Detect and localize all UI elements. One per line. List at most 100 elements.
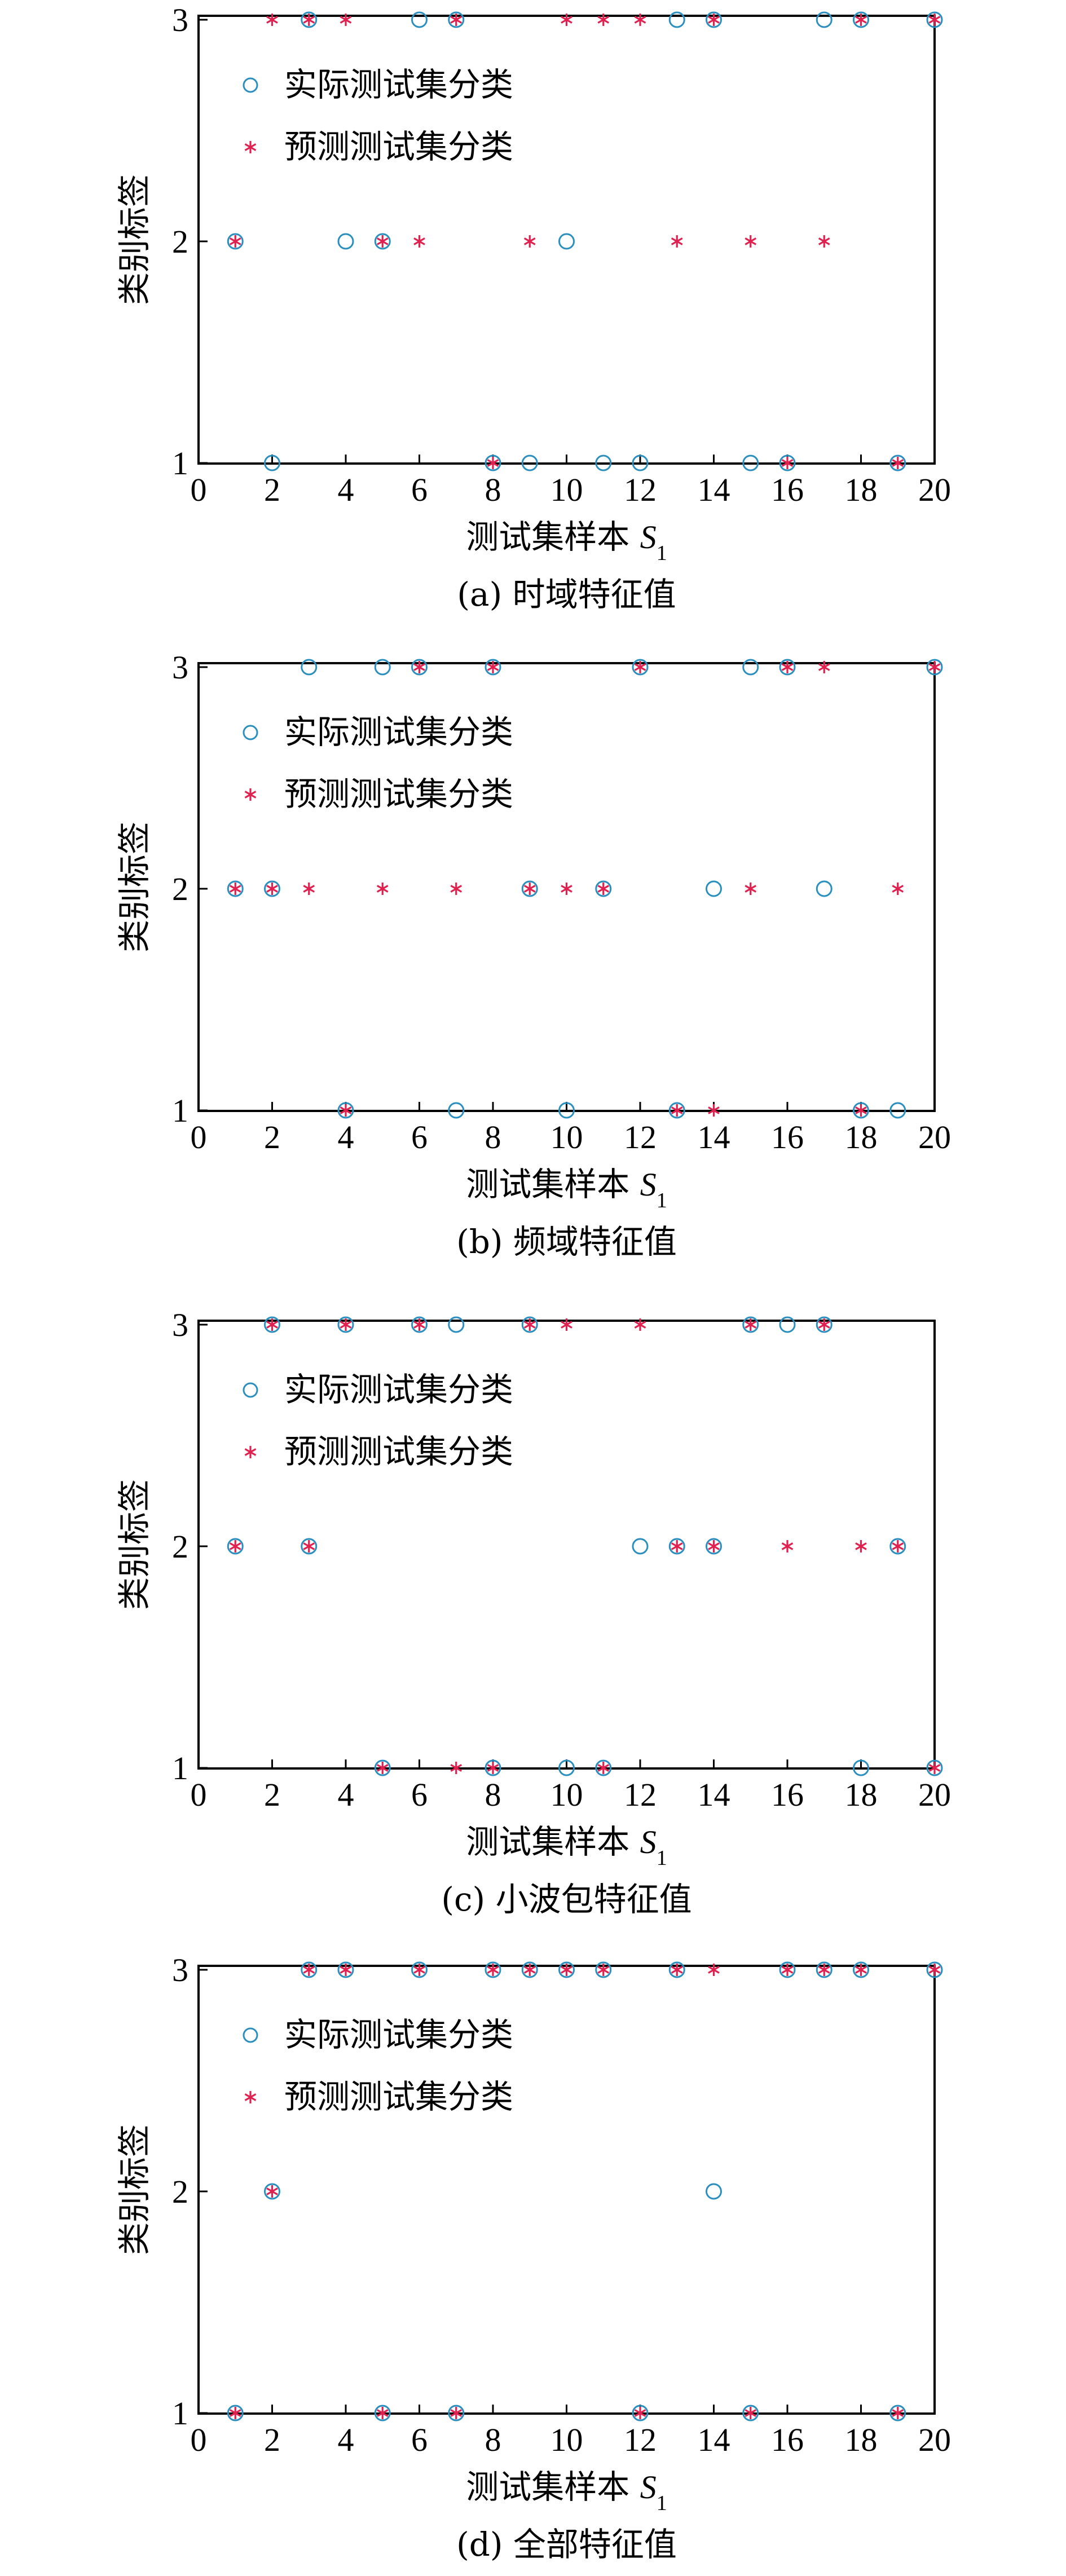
actual-point bbox=[742, 455, 759, 471]
x-axis-subscript: 1 bbox=[657, 1189, 667, 1212]
predicted-point bbox=[708, 1104, 720, 1117]
actual-point bbox=[706, 1538, 722, 1555]
x-tick-label: 18 bbox=[845, 1776, 878, 1813]
predicted-point bbox=[487, 457, 499, 469]
actual-point bbox=[521, 455, 538, 471]
actual-point bbox=[521, 1961, 538, 1978]
y-tick-label: 1 bbox=[172, 445, 188, 482]
predicted-point bbox=[671, 1104, 683, 1117]
actual-point bbox=[264, 880, 280, 897]
actual-point bbox=[558, 1102, 575, 1119]
predicted-point bbox=[523, 235, 536, 248]
x-tick-label: 0 bbox=[191, 1776, 207, 1813]
x-axis-title-text: 测试集样本 bbox=[466, 1165, 640, 1203]
predicted-point bbox=[708, 14, 720, 26]
predicted-point bbox=[266, 2185, 278, 2198]
actual-point bbox=[558, 233, 575, 250]
x-tick-label: 8 bbox=[485, 1119, 501, 1155]
actual-point bbox=[558, 1759, 575, 1776]
actual-point bbox=[595, 1759, 612, 1776]
predicted-point bbox=[561, 14, 572, 26]
actual-point bbox=[853, 1102, 869, 1119]
x-tick-label: 6 bbox=[411, 471, 428, 508]
actual-point bbox=[264, 455, 280, 471]
y-tick-label: 2 bbox=[172, 1528, 188, 1565]
predicted-point bbox=[266, 14, 278, 26]
actual-point bbox=[853, 1961, 869, 1978]
x-tick-label: 2 bbox=[264, 1119, 280, 1155]
x-axis-subscript: 1 bbox=[657, 2491, 667, 2515]
predicted-point bbox=[340, 1964, 352, 1976]
legend-label-predicted: 预测测试集分类 bbox=[284, 2077, 513, 2116]
x-tick-label: 16 bbox=[771, 2421, 804, 2458]
x-tick-label: 2 bbox=[264, 2421, 280, 2458]
x-tick-label: 2 bbox=[264, 471, 280, 508]
predicted-point bbox=[340, 1318, 352, 1331]
actual-point bbox=[926, 11, 943, 28]
predicted-point bbox=[855, 14, 867, 26]
actual-point bbox=[779, 455, 796, 471]
actual-point bbox=[521, 880, 538, 897]
x-axis-symbol: S bbox=[640, 1824, 657, 1860]
predicted-point bbox=[413, 235, 425, 248]
actual-point bbox=[926, 1759, 943, 1776]
actual-point bbox=[668, 1538, 685, 1555]
x-tick-label: 6 bbox=[411, 1119, 428, 1155]
predicted-point bbox=[745, 2407, 757, 2419]
actual-point bbox=[337, 233, 354, 250]
predicted-point bbox=[229, 235, 241, 248]
x-tick-label: 6 bbox=[411, 1776, 428, 1813]
actual-point bbox=[484, 1961, 501, 1978]
x-tick-label: 2 bbox=[264, 1776, 280, 1813]
predicted-point bbox=[597, 1762, 610, 1774]
predicted-point bbox=[781, 1540, 794, 1552]
actual-point bbox=[668, 1102, 685, 1119]
x-tick-label: 12 bbox=[624, 1776, 657, 1813]
legend-label-actual: 实际测试集分类 bbox=[284, 65, 513, 104]
actual-point bbox=[411, 659, 428, 676]
actual-point bbox=[853, 11, 869, 28]
predicted-point bbox=[781, 661, 794, 673]
predicted-point bbox=[745, 1318, 757, 1331]
actual-point bbox=[521, 1316, 538, 1333]
x-tick-label: 0 bbox=[191, 2421, 207, 2458]
predicted-point bbox=[855, 1104, 867, 1117]
predicted-point bbox=[523, 1318, 536, 1331]
predicted-point bbox=[928, 1762, 941, 1774]
y-tick-label: 3 bbox=[172, 1952, 188, 1988]
actual-point bbox=[337, 1961, 354, 1978]
predicted-point bbox=[413, 1964, 425, 1976]
actual-point bbox=[301, 1961, 318, 1978]
predicted-point bbox=[561, 1964, 572, 1976]
actual-point bbox=[227, 1538, 244, 1555]
legend-circle-marker bbox=[243, 1382, 258, 1398]
actual-point bbox=[448, 1316, 465, 1333]
predicted-point bbox=[928, 1964, 941, 1976]
actual-point bbox=[558, 1961, 575, 1978]
x-tick-label: 12 bbox=[624, 471, 657, 508]
x-axis-title-text: 测试集样本 bbox=[466, 2468, 640, 2506]
actual-point bbox=[301, 659, 318, 676]
x-axis-title: 测试集样本 S1 bbox=[466, 2468, 667, 2515]
legend-asterisk-marker bbox=[244, 1446, 257, 1458]
actual-point bbox=[374, 659, 391, 676]
actual-point bbox=[595, 455, 612, 471]
actual-point bbox=[816, 1961, 832, 1978]
actual-point bbox=[779, 1961, 796, 1978]
x-tick-label: 20 bbox=[918, 1776, 951, 1813]
actual-point bbox=[889, 1102, 906, 1119]
predicted-point bbox=[892, 883, 904, 895]
actual-point bbox=[448, 11, 465, 28]
x-tick-label: 10 bbox=[550, 2421, 583, 2458]
panel-caption: (d) 全部特征值 bbox=[456, 2525, 677, 2564]
legend-asterisk-marker bbox=[244, 2091, 257, 2103]
legend-circle-marker bbox=[243, 725, 258, 740]
legend-label-predicted: 预测测试集分类 bbox=[284, 775, 513, 813]
actual-point bbox=[632, 659, 649, 676]
predicted-point bbox=[597, 883, 610, 895]
predicted-point bbox=[781, 457, 794, 469]
predicted-point bbox=[671, 235, 683, 248]
